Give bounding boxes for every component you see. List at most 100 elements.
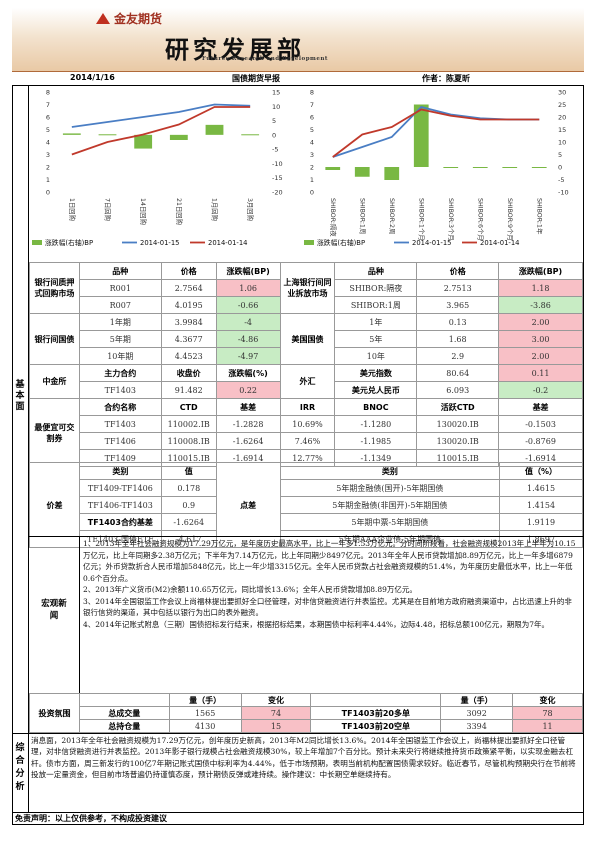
ctd-cell: -0.8769 — [498, 432, 583, 450]
table-row: TF1403合约基差 -1.6264 5年期中票-5年期国债 1.9119 — [30, 513, 583, 531]
left-axis-tick-label: 3 — [46, 151, 50, 159]
legend-line-label-2014-01-14: 2014-01-14 — [208, 239, 248, 247]
cffex-cell: TF1403 — [78, 381, 162, 399]
x-axis-category-label: SHIBOR:1周 — [358, 198, 366, 234]
repo-cell: R001 — [78, 279, 162, 297]
shibor-change-cell: -3.86 — [498, 296, 583, 314]
basis-cell: TF1406-TF1403 — [78, 496, 162, 514]
ibbond-change-cell: -4.86 — [215, 330, 281, 348]
trading-cell: 3394 — [440, 719, 514, 733]
report-info-bar: 2014/1/16 国债期货早报 作者：陈夏昕 — [12, 72, 584, 85]
fx-cell: 80.64 — [416, 364, 500, 382]
x-axis-category-label: 1日回购 — [68, 198, 77, 221]
table-row: R001 2.7564 1.06 SHIBOR:隔夜 2.7513 1.18 — [30, 279, 583, 297]
cffex-cell: 91.482 — [160, 381, 217, 399]
repo-change-cell: 1.06 — [215, 279, 281, 297]
left-axis-tick-label: 4 — [46, 139, 50, 147]
usbond-cell: 1.68 — [416, 330, 500, 348]
legend-line-label-2014-01-15: 2014-01-15 — [412, 239, 452, 247]
basis-label: 价差 — [29, 462, 80, 548]
left-axis-tick-label: 6 — [310, 114, 314, 122]
x-axis-category-label: SHIBOR:6个月 — [476, 198, 484, 241]
right-axis-tick-label: 5 — [272, 117, 276, 125]
ctd-cell: -1.1985 — [334, 432, 418, 450]
left-axis-tick-label: 2 — [46, 164, 50, 172]
right-axis-tick-label: -20 — [272, 189, 283, 197]
table-row: 中金所 主力合约 收盘价 涨跌幅(%) 外汇 美元指数 80.64 0.11 — [29, 364, 583, 399]
ctd-header: 基差 — [498, 398, 583, 416]
trading-cell: TF1403前20空单 — [310, 719, 442, 733]
shibor-label: 上海银行间同业拆放市场 — [279, 262, 336, 314]
trading-change-cell: 11 — [512, 719, 583, 733]
x-axis-category-label: SHIBOR:2周 — [388, 198, 396, 234]
table-row: 价差 类别 值 点差 类别 值（%） — [29, 462, 583, 548]
left-axis-tick-label: 1 — [46, 176, 50, 184]
trading-change-cell: 78 — [512, 706, 583, 720]
spread-cell: 1.4615 — [499, 479, 583, 497]
series-line-2014-01-15 — [71, 103, 251, 128]
right-axis-tick-label: 5 — [558, 151, 562, 159]
spread-label: 点差 — [215, 462, 281, 548]
ibbond-change-cell: -4.97 — [215, 347, 281, 365]
right-axis-tick-label: 0 — [272, 131, 276, 139]
legend-line-label-2014-01-15: 2014-01-15 — [140, 239, 180, 247]
trading-change-cell: 74 — [240, 706, 312, 720]
cffex-change-cell: 0.22 — [215, 381, 281, 399]
change-bar — [472, 167, 488, 168]
ctd-cell: 7.46% — [279, 432, 336, 450]
department-banner: 研究发展部 — [165, 35, 305, 64]
usbond-cell: 2.9 — [416, 347, 500, 365]
right-axis-tick-label: -5 — [272, 146, 278, 154]
right-axis-tick-label: -10 — [272, 160, 283, 168]
section-divider — [29, 536, 583, 537]
usbond-cell: 0.13 — [416, 313, 500, 331]
summary-label: 综合分析 — [15, 743, 25, 792]
basis-header: 值（%） — [499, 462, 583, 480]
table-row: 总持仓量 4130 15 TF1403前20空单 3394 11 — [30, 719, 583, 733]
cffex-header-change: 涨跌幅(%) — [215, 364, 281, 382]
right-axis-tick-label: -10 — [558, 189, 569, 197]
repo-header-price: 价格 — [160, 262, 217, 280]
left-axis-tick-label: 5 — [310, 126, 314, 134]
shibor-cell: SHIBOR:1周 — [334, 296, 418, 314]
shibor-cell: 2.7513 — [416, 279, 500, 297]
report-title: 国债期货早报 — [232, 74, 280, 83]
trading-cell: 4130 — [168, 719, 242, 733]
right-axis-tick-label: -5 — [558, 176, 564, 184]
fx-cell: 美元指数 — [334, 364, 418, 382]
x-axis-category-label: 1月回购 — [211, 198, 220, 221]
left-axis-tick-label: 7 — [46, 101, 50, 109]
basis-cell: -1.6264 — [160, 513, 217, 531]
shibor-header-variety: 品种 — [334, 262, 418, 280]
legend-bar-label: 涨跌幅(右轴)BP — [317, 238, 365, 247]
left-axis-tick-label: 0 — [46, 189, 50, 197]
shibor-header-change: 涨跌幅(BP) — [498, 262, 583, 280]
ibbond-cell: 3.9984 — [160, 313, 217, 331]
shibor-cell: 3.965 — [416, 296, 500, 314]
macro-label: 宏观新闻 — [41, 599, 67, 621]
usbond-change-cell: 3.00 — [498, 330, 583, 348]
x-axis-category-label: 3月回购 — [246, 198, 255, 221]
change-bar — [531, 167, 547, 168]
section-divider — [79, 536, 80, 693]
ctd-cell: -1.6264 — [215, 432, 281, 450]
ibbond-change-cell: -4 — [215, 313, 281, 331]
trading-cell: 总持仓量 — [78, 719, 170, 733]
basis-cell: -4.617 — [160, 530, 217, 548]
trading-cell: TF1403前20多单 — [310, 706, 442, 720]
left-axis-tick-label: 7 — [310, 101, 314, 109]
spread-cell: 1.8697 — [499, 530, 583, 548]
left-axis-tick-label: 8 — [310, 89, 314, 97]
usbond-cell: 10年 — [334, 347, 418, 365]
change-bar — [62, 133, 81, 135]
table-row: TF1403 91.482 0.22 美元兑人民币 6.093 -0.2 — [30, 381, 583, 399]
x-axis-category-label: SHIBOR:9个月 — [506, 198, 514, 241]
table-row: 投资氛围 量（手） 变化 量（手） 变化 — [29, 693, 583, 733]
fx-change-cell: -0.2 — [498, 381, 583, 399]
brand-mark-icon — [96, 13, 110, 24]
report-frame — [12, 85, 584, 813]
legend-bar-label: 涨跌幅(右轴)BP — [45, 238, 93, 247]
macro-news-item: 4、2014年记账式附息（三期）国债招标发行结束，根据招标结果，本期国债中标利率… — [83, 619, 549, 629]
change-bar — [325, 167, 341, 170]
table-row: TF1403 110002.IB -1.2828 10.69% -1.1280 13002… — [30, 415, 583, 433]
